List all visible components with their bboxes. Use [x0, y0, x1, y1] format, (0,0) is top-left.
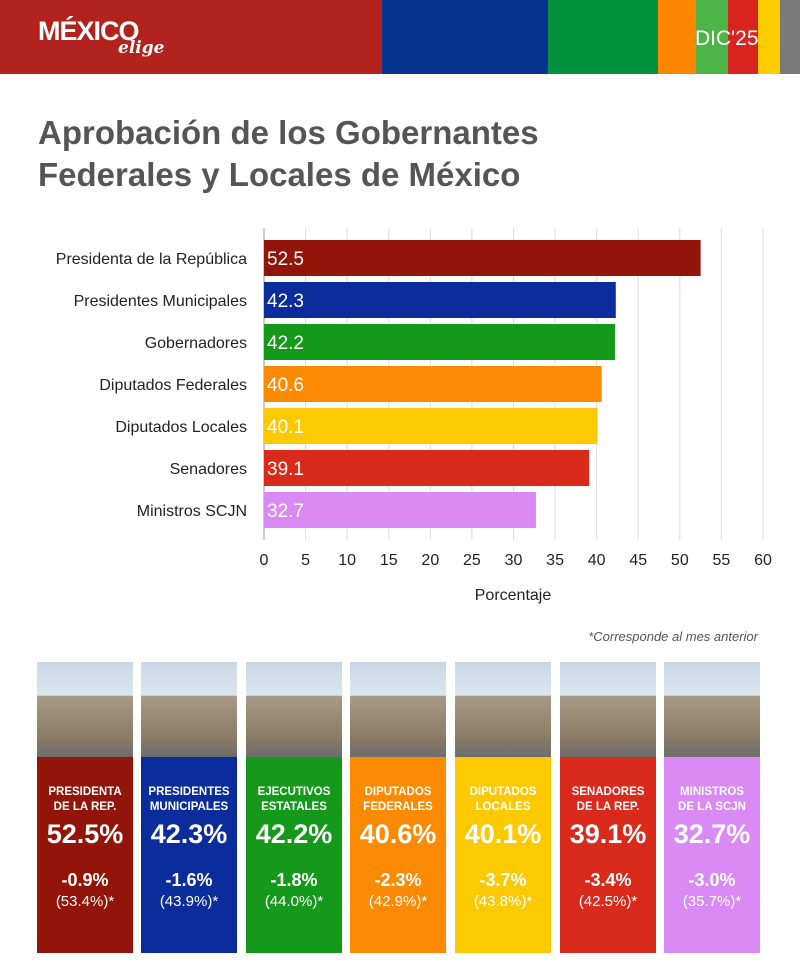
x-tick-label: 15 [380, 552, 398, 569]
data-label: 42.3 [267, 291, 304, 312]
card-body: PRESIDENTES MUNICIPALES 42.3% -1.6% (43.9… [141, 757, 237, 953]
card-change: -2.3% [374, 870, 422, 890]
card-previous: (42.9%)* [368, 893, 428, 910]
card-value: 42.2% [255, 819, 333, 849]
card-body: DIPUTADOS FEDERALES 40.6% -2.3% (42.9%)* [350, 757, 446, 953]
footnote: *Corresponde al mes anterior [588, 629, 758, 644]
data-label: 39.1 [267, 459, 304, 480]
category-label: Gobernadores [145, 335, 247, 352]
card-change: -0.9% [61, 870, 109, 890]
card-change: -1.8% [270, 870, 318, 890]
card-body: EJECUTIVOS ESTATALES 42.2% -1.8% (44.0%)* [246, 757, 342, 953]
x-axis-label: Porcentaje [475, 587, 552, 604]
card-label: SENADORES DE LA REP. [571, 786, 645, 813]
card-body: DIPUTADOS LOCALES 40.1% -3.7% (43.8%)* [455, 757, 551, 953]
card-body: PRESIDENTA DE LA REP. 52.5% -0.9% (53.4%)… [37, 757, 133, 953]
card-previous: (43.8%)* [473, 893, 533, 910]
stat-card: EJECUTIVOS ESTATALES 42.2% -1.8% (44.0%)* [246, 662, 342, 953]
header-stripe [658, 0, 696, 74]
stat-card: PRESIDENTES MUNICIPALES 42.3% -1.6% (43.9… [141, 662, 237, 953]
header-stripes [0, 0, 800, 74]
x-tick-label: 35 [546, 552, 564, 569]
stat-card: MINISTROS DE LA SCJN 32.7% -3.0% (35.7%)* [664, 662, 760, 953]
category-label: Senadores [170, 461, 247, 478]
stat-card: DIPUTADOS LOCALES 40.1% -3.7% (43.8%)* [455, 662, 551, 953]
header-stripe [548, 0, 658, 74]
building-photo [350, 662, 446, 757]
building-photo [560, 662, 656, 757]
card-value: 40.1% [464, 819, 542, 849]
logo-sub: elige [118, 38, 165, 58]
card-body: MINISTROS DE LA SCJN 32.7% -3.0% (35.7%)* [664, 757, 760, 953]
stat-card: SENADORES DE LA REP. 39.1% -3.4% (42.5%)* [560, 662, 656, 953]
header-stripe [728, 0, 758, 74]
card-change: -3.0% [688, 870, 736, 890]
card-change: -3.7% [479, 870, 527, 890]
card-previous: (43.9%)* [159, 893, 219, 910]
header-stripe [758, 0, 780, 74]
building-photo [455, 662, 551, 757]
card-previous: (53.4%)* [55, 893, 115, 910]
x-tick-label: 25 [463, 552, 481, 569]
card-previous: (42.5%)* [578, 893, 638, 910]
card-value: 42.3% [150, 819, 228, 849]
data-label: 52.5 [267, 249, 304, 270]
bar [264, 282, 616, 318]
x-tick-label: 10 [338, 552, 356, 569]
bar [264, 408, 598, 444]
card-label: MINISTROS DE LA SCJN [678, 786, 746, 813]
bar-chart: 0 5 10 15 20 25 30 35 40 45 50 55 60 Presidenta de la… [56, 228, 772, 604]
building-photo [37, 662, 133, 757]
card-label: PRESIDENTES MUNICIPALES [148, 786, 230, 813]
bar [264, 450, 590, 486]
header-stripe [696, 0, 728, 74]
x-tick-label: 5 [301, 552, 310, 569]
building-photo [664, 662, 760, 757]
card-value: 32.7% [673, 819, 751, 849]
stat-card: DIPUTADOS FEDERALES 40.6% -2.3% (42.9%)* [350, 662, 446, 953]
data-label: 42.2 [267, 333, 304, 354]
bar [264, 492, 536, 528]
stat-card: PRESIDENTA DE LA REP. 52.5% -0.9% (53.4%)… [37, 662, 133, 953]
category-label: Presidentes Municipales [74, 293, 247, 310]
building-photo [246, 662, 342, 757]
x-tick-label: 30 [505, 552, 523, 569]
card-previous: (35.7%)* [682, 893, 742, 910]
card-change: -3.4% [584, 870, 632, 890]
header-stripe [382, 0, 548, 74]
card-label: DIPUTADOS FEDERALES [363, 786, 433, 813]
x-tick-label: 20 [421, 552, 439, 569]
bar [264, 324, 615, 360]
data-label: 40.6 [267, 375, 304, 396]
bar [264, 240, 701, 276]
header-stripe [0, 0, 382, 74]
card-previous: (44.0%)* [264, 893, 324, 910]
category-label: Presidenta de la República [56, 251, 247, 268]
data-label: 32.7 [267, 501, 304, 522]
card-label: DIPUTADOS LOCALES [469, 786, 537, 813]
bar [264, 366, 602, 402]
header-stripe [780, 0, 800, 74]
category-label: Diputados Federales [99, 377, 247, 394]
category-label: Diputados Locales [115, 419, 247, 436]
category-label: Ministros SCJN [137, 503, 247, 520]
building-photo [141, 662, 237, 757]
card-change: -1.6% [165, 870, 213, 890]
logo: MÉXICO [38, 16, 140, 46]
card-body: SENADORES DE LA REP. 39.1% -3.4% (42.5%)* [560, 757, 656, 953]
period-label: DIC'25 [695, 27, 759, 50]
card-label: EJECUTIVOS ESTATALES [257, 786, 331, 813]
card-value: 40.6% [359, 819, 437, 849]
x-tick-label: 60 [754, 552, 772, 569]
card-value: 52.5% [46, 819, 124, 849]
x-tick-label: 55 [713, 552, 731, 569]
x-tick-label: 45 [629, 552, 647, 569]
card-value: 39.1% [569, 819, 647, 849]
x-tick-label: 0 [260, 552, 269, 569]
card-label: PRESIDENTA DE LA REP. [48, 786, 122, 813]
x-tick-label: 40 [588, 552, 606, 569]
data-label: 40.1 [267, 417, 304, 438]
x-tick-label: 50 [671, 552, 689, 569]
page-title: Aprobación de los Gobernantes Federales y… [38, 114, 539, 193]
